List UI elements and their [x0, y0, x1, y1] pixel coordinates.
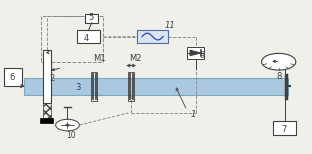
Bar: [187, 47, 204, 59]
Bar: [137, 30, 168, 43]
Bar: [91, 72, 97, 101]
Text: 9: 9: [199, 51, 205, 60]
Bar: [43, 103, 51, 119]
Text: M2: M2: [129, 54, 141, 63]
Circle shape: [66, 124, 69, 126]
Text: 10: 10: [66, 131, 76, 140]
Text: 5: 5: [88, 13, 93, 22]
Bar: [43, 50, 51, 103]
Text: 6: 6: [10, 73, 15, 81]
Text: M1: M1: [93, 54, 106, 63]
Bar: [273, 121, 296, 135]
Bar: [41, 16, 103, 62]
Text: 2: 2: [49, 74, 55, 83]
Text: 4: 4: [84, 34, 89, 43]
Text: 8: 8: [276, 72, 281, 81]
Bar: [24, 78, 288, 95]
Text: 1: 1: [191, 110, 196, 119]
Bar: [85, 14, 98, 23]
Bar: [40, 118, 53, 123]
Polygon shape: [190, 50, 201, 56]
Bar: [128, 72, 134, 101]
Text: 3: 3: [76, 83, 81, 92]
Text: 7: 7: [282, 125, 287, 134]
Circle shape: [261, 53, 296, 70]
Text: 11: 11: [165, 21, 175, 30]
Bar: [77, 30, 100, 43]
Circle shape: [56, 119, 79, 131]
Bar: [4, 68, 22, 86]
